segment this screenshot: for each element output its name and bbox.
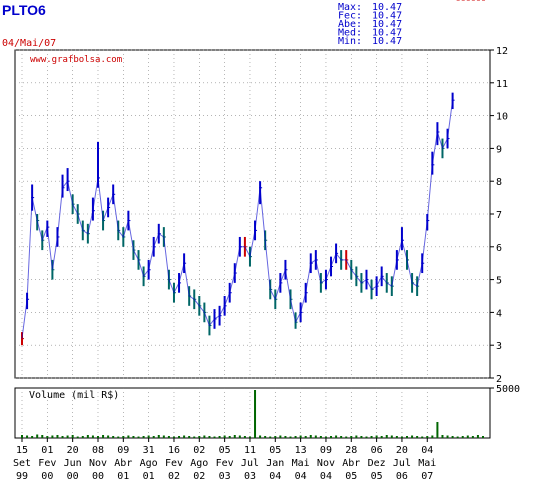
x-tick-month: Jul — [393, 458, 411, 469]
stats-panel: Max: 10.47 Fec: 10.47 Abe: 10.47 Med: 10.47 Min:… — [338, 2, 402, 47]
x-tick-year: 02 — [193, 471, 205, 482]
x-tick-year: 04 — [320, 471, 332, 482]
price-grid — [15, 49, 490, 379]
x-tick-month: Dez — [368, 458, 386, 469]
price-close-line — [21, 100, 454, 339]
x-tick-month: Mai — [292, 458, 310, 469]
x-tick-month: Jan — [266, 458, 284, 469]
x-tick-day: 04 — [421, 445, 433, 456]
x-tick-year: 04 — [295, 471, 307, 482]
x-tick-year: 00 — [41, 471, 53, 482]
x-tick-month: Abr — [114, 458, 132, 469]
x-tick-day: 31 — [143, 445, 155, 456]
x-tick-year: 07 — [421, 471, 433, 482]
x-tick-day: 09 — [320, 445, 332, 456]
x-tick-month: Ago — [190, 458, 208, 469]
x-tick-day: 05 — [269, 445, 281, 456]
stat-value: 10.47 — [372, 36, 402, 47]
x-tick-year: 00 — [92, 471, 104, 482]
x-axis: 15 Set 99 01 Fev 00 20 Jun 00 08 Nov 00 09 Abr 01 31 Ago… — [13, 438, 436, 482]
x-tick-month: Mai — [418, 458, 436, 469]
stat-label: Fec: — [338, 11, 362, 22]
x-tick-day: 20 — [396, 445, 408, 456]
price-ytick-label: 5 — [496, 276, 502, 287]
volume-grid — [21, 388, 428, 438]
stat-value: 10.47 — [372, 28, 402, 39]
x-tick-year: 05 — [371, 471, 383, 482]
x-tick-day: 15 — [16, 445, 28, 456]
price-ytick-label: 12 — [496, 46, 508, 57]
price-ytick-label: 3 — [496, 341, 502, 352]
x-tick-month: Fev — [165, 458, 183, 469]
x-tick-day: 09 — [117, 445, 129, 456]
x-tick-year: 02 — [168, 471, 180, 482]
stat-label: Max: — [338, 2, 362, 13]
x-tick-month: Fev — [38, 458, 56, 469]
x-tick-year: 01 — [143, 471, 155, 482]
volume-series — [21, 390, 484, 438]
x-tick-month: Jun — [64, 458, 82, 469]
x-tick-year: 04 — [269, 471, 281, 482]
price-y-axis: 2 3 4 5 6 7 8 9 10 11 12 — [490, 46, 508, 385]
x-tick-month: Abr — [342, 458, 360, 469]
x-tick-year: 03 — [219, 471, 231, 482]
x-tick-day: 20 — [67, 445, 79, 456]
x-tick-day: 28 — [345, 445, 357, 456]
stat-label: Min: — [338, 36, 362, 47]
stat-value: 10.47 — [372, 2, 402, 13]
price-ytick-label: 8 — [496, 177, 502, 188]
x-tick-day: 11 — [244, 445, 256, 456]
x-tick-day: 01 — [41, 445, 53, 456]
x-tick-year: 99 — [16, 471, 28, 482]
x-tick-day: 06 — [371, 445, 383, 456]
x-tick-year: 05 — [345, 471, 357, 482]
x-tick-year: 01 — [117, 471, 129, 482]
chart-date: 04/Mai/07 — [2, 38, 56, 49]
x-tick-month: Nov — [317, 458, 335, 469]
price-ytick-label: 6 — [496, 243, 502, 254]
price-ytick-label: 10 — [496, 112, 508, 123]
stat-label: Abe: — [338, 19, 362, 30]
ticker-title: PLTO6 — [2, 2, 46, 18]
price-ytick-label: 7 — [496, 210, 502, 221]
source-watermark: www.grafbolsa.com — [30, 55, 122, 65]
stat-value: 10.47 — [372, 19, 402, 30]
volume-panel — [14, 387, 491, 439]
x-tick-day: 08 — [92, 445, 104, 456]
x-tick-day: 05 — [219, 445, 231, 456]
price-ytick-label: 2 — [496, 374, 502, 385]
price-ytick-label: 4 — [496, 308, 502, 319]
price-series — [21, 0, 485, 346]
volume-ytick-label: 5000 — [496, 384, 520, 395]
x-tick-month: Nov — [89, 458, 107, 469]
x-tick-year: 06 — [396, 471, 408, 482]
stat-value: 10.47 — [372, 11, 402, 22]
x-tick-day: 16 — [168, 445, 180, 456]
x-tick-day: 13 — [295, 445, 307, 456]
stat-label: Med: — [338, 28, 362, 39]
x-tick-day: 02 — [193, 445, 205, 456]
price-ytick-label: 9 — [496, 144, 502, 155]
x-tick-month: Fev — [216, 458, 234, 469]
x-tick-month: Set — [13, 458, 31, 469]
price-panel — [14, 49, 491, 379]
x-tick-month: Ago — [140, 458, 158, 469]
x-tick-month: Jul — [241, 458, 259, 469]
volume-y-axis: 5000 — [490, 384, 520, 395]
x-tick-year: 00 — [67, 471, 79, 482]
volume-title: Volume (mil R$) — [29, 390, 119, 401]
x-tick-year: 03 — [244, 471, 256, 482]
price-ytick-label: 11 — [496, 79, 508, 90]
